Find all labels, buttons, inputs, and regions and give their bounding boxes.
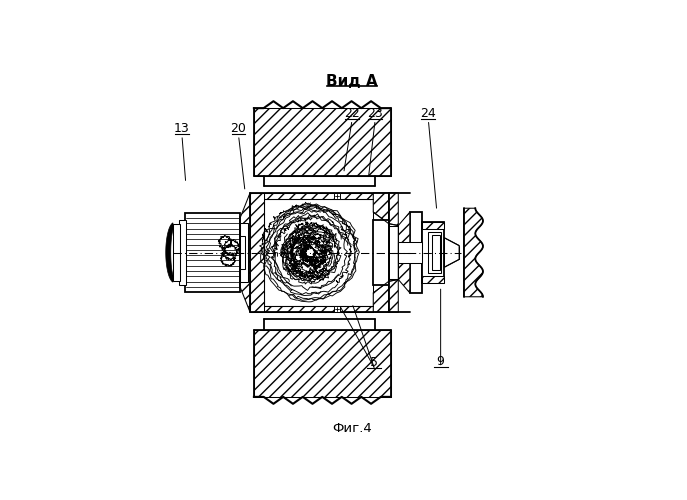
Polygon shape <box>373 282 389 312</box>
Bar <box>185 213 240 292</box>
Bar <box>264 200 373 306</box>
Bar <box>334 306 340 312</box>
Text: 5: 5 <box>370 356 378 368</box>
Polygon shape <box>373 193 389 224</box>
Bar <box>240 223 248 282</box>
Bar <box>398 242 422 262</box>
Text: Вид А: Вид А <box>326 74 378 88</box>
Text: Фиг.4: Фиг.4 <box>333 422 372 435</box>
Bar <box>432 235 440 270</box>
Bar <box>240 217 250 288</box>
Polygon shape <box>240 193 250 312</box>
Text: 24: 24 <box>420 106 436 120</box>
Polygon shape <box>254 108 391 176</box>
Polygon shape <box>398 212 410 293</box>
Text: 20: 20 <box>231 122 247 135</box>
Polygon shape <box>166 223 174 282</box>
Polygon shape <box>389 280 398 312</box>
Text: 13: 13 <box>174 122 190 135</box>
Polygon shape <box>422 276 444 283</box>
Polygon shape <box>250 193 264 312</box>
Bar <box>173 224 180 282</box>
Bar <box>428 232 440 273</box>
Text: 9: 9 <box>437 354 444 368</box>
Text: 23: 23 <box>368 106 383 120</box>
Bar <box>334 193 340 200</box>
Bar <box>240 236 245 268</box>
Bar <box>422 222 444 284</box>
Polygon shape <box>254 330 391 397</box>
Polygon shape <box>464 208 483 297</box>
Polygon shape <box>264 306 373 312</box>
Polygon shape <box>444 238 459 267</box>
Text: 22: 22 <box>344 106 360 120</box>
Bar <box>179 220 185 285</box>
Bar <box>373 220 389 285</box>
Bar <box>410 212 422 293</box>
Polygon shape <box>422 222 444 228</box>
Polygon shape <box>264 193 373 200</box>
Polygon shape <box>389 193 398 226</box>
